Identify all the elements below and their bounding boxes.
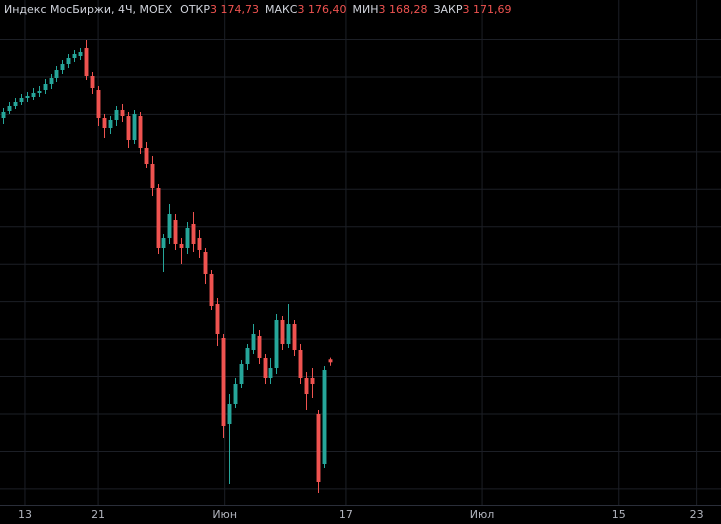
- candle-body: [13, 102, 18, 106]
- candle-body: [31, 93, 36, 97]
- x-tick-label: Июн: [212, 508, 237, 521]
- candle-body: [7, 106, 12, 111]
- candle-body: [197, 238, 202, 250]
- candle-body: [114, 110, 119, 120]
- candle-body: [215, 304, 220, 334]
- candle-body: [49, 78, 54, 84]
- candle-body: [185, 228, 190, 248]
- candle-body: [102, 118, 107, 128]
- candle-body: [144, 148, 149, 164]
- field-label: МАКС: [265, 3, 298, 16]
- x-tick-label: 17: [339, 508, 353, 521]
- candle-body: [108, 120, 113, 128]
- candle-body: [66, 58, 71, 64]
- candle-body: [191, 224, 196, 244]
- candle-body: [233, 384, 238, 404]
- candle-body: [96, 90, 101, 118]
- field-value: 3 174,73: [210, 3, 259, 16]
- field-label: ЗАКР: [433, 3, 462, 16]
- candle-body: [292, 324, 297, 350]
- candle-body: [316, 414, 321, 482]
- field-value: 3 176,40: [297, 3, 346, 16]
- candle-body: [78, 52, 83, 56]
- candle-body: [54, 70, 59, 78]
- candle-body: [90, 76, 95, 88]
- x-axis: 13 21 Июн 17 Июл 15 23: [18, 508, 704, 521]
- candle-body: [209, 274, 214, 306]
- candle-body: [257, 336, 262, 358]
- x-tick-label: 15: [612, 508, 626, 521]
- field-value: 3 168,28: [378, 3, 427, 16]
- candle-body: [25, 96, 30, 98]
- candle-body: [161, 238, 166, 248]
- candle-body: [298, 350, 303, 378]
- candle-body: [328, 359, 333, 363]
- candle-body: [120, 110, 125, 116]
- candle-body: [43, 84, 48, 90]
- candle-body: [239, 364, 244, 384]
- field-value: 3 171,69: [462, 3, 511, 16]
- candle-body: [322, 370, 327, 464]
- field-label: ОТКР: [180, 3, 210, 16]
- candle-body: [274, 320, 279, 368]
- candle-body: [245, 348, 250, 364]
- candle-body: [227, 404, 232, 424]
- candle-body: [310, 378, 315, 384]
- candle-body: [1, 112, 6, 118]
- candle-body: [179, 244, 184, 248]
- x-tick-label: 23: [690, 508, 704, 521]
- candle-body: [251, 334, 256, 350]
- candle-body: [60, 64, 65, 70]
- candle-body: [72, 54, 77, 58]
- candle-body: [268, 368, 273, 378]
- x-tick-label: 21: [91, 508, 105, 521]
- candle-body: [84, 48, 89, 76]
- candle-body: [19, 98, 24, 102]
- candle-body: [304, 378, 309, 394]
- candle-body: [156, 188, 161, 248]
- field-label: МИН: [352, 3, 378, 16]
- candle-body: [37, 91, 42, 93]
- candle-body: [286, 324, 291, 344]
- grid: [0, 0, 721, 505]
- candle-body: [173, 220, 178, 244]
- candle-body: [203, 252, 208, 274]
- candle-body: [126, 116, 131, 140]
- candle-body: [132, 114, 137, 140]
- candle-body: [263, 358, 268, 378]
- candle-body: [167, 214, 172, 238]
- candle-body: [150, 164, 155, 188]
- legend-header: Индекс МосБиржи, 4Ч, MOEX ОТКР 3 174,73 МА…: [4, 3, 511, 16]
- x-tick-label: 13: [18, 508, 32, 521]
- x-tick-label: Июл: [470, 508, 495, 521]
- candles: [1, 40, 333, 493]
- candle-body: [280, 320, 285, 344]
- candle-body: [221, 338, 226, 426]
- symbol: Индекс МосБиржи, 4Ч, MOEX: [4, 3, 173, 16]
- candle-body: [138, 116, 143, 148]
